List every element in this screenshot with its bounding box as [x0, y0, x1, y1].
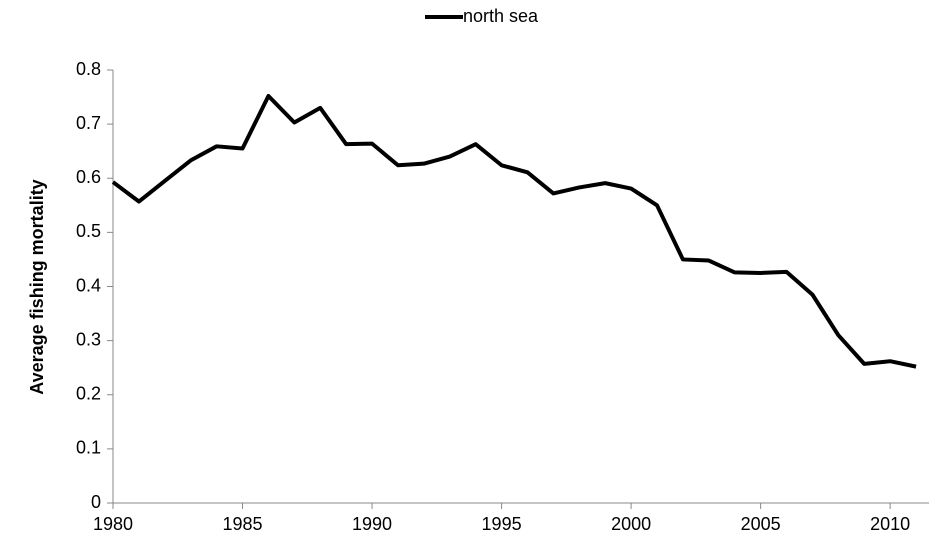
x-tick-label: 1990 [352, 514, 392, 534]
x-tick-label: 1985 [223, 514, 263, 534]
y-tick-label: 0.7 [76, 113, 101, 133]
line [111, 93, 917, 369]
y-tick-label: 0.1 [76, 438, 101, 458]
x-tick-label: 2000 [611, 514, 651, 534]
x-tick-label: 1980 [93, 514, 133, 534]
x-tick-label: 2010 [870, 514, 910, 534]
y-tick-label: 0 [91, 492, 101, 512]
y-tick-label: 0.2 [76, 384, 101, 404]
y-tick-label: 0.5 [76, 221, 101, 241]
y-tick-label: 0.6 [76, 167, 101, 187]
y-tick-label: 0.8 [76, 59, 101, 79]
y-axis-label: Average fishing mortality [27, 179, 47, 394]
x-tick-label: 2005 [741, 514, 781, 534]
legend-label: north sea [463, 6, 539, 26]
x-tick-label: 1995 [482, 514, 522, 534]
y-tick-label: 0.4 [76, 275, 101, 295]
y-tick-label: 0.3 [76, 329, 101, 349]
